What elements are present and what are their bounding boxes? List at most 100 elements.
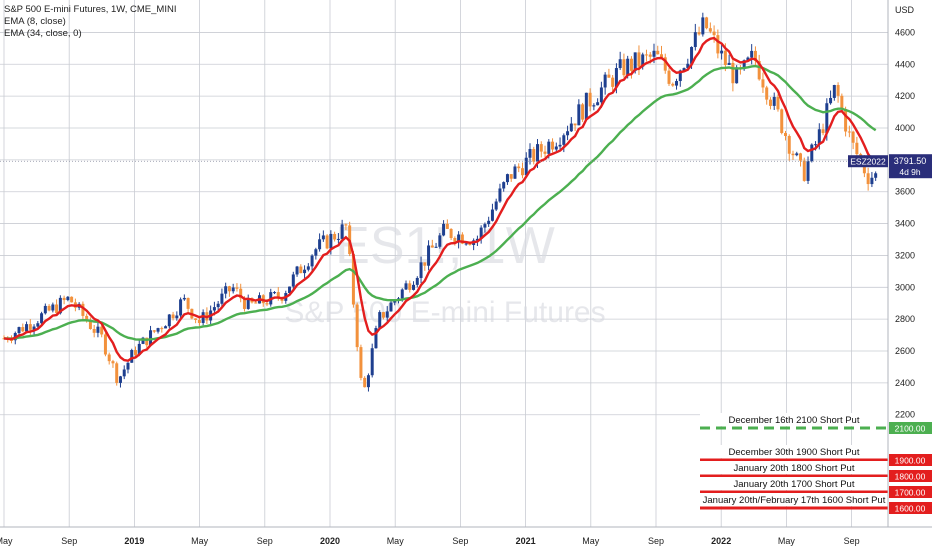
y-tick-label: 3600 [895,187,915,197]
candle-up [438,235,442,247]
candle-down [768,99,772,106]
candle-up [505,174,509,183]
candle-up [502,182,506,189]
candle-up [36,323,40,327]
candle-up [562,135,566,145]
price-tag-bg [889,154,932,179]
candle-down [227,286,231,292]
candle-up [404,283,408,290]
candle-up [310,255,314,267]
candle-down [10,339,14,341]
candle-down [791,153,795,156]
x-tick-label: Sep [257,536,273,546]
candle-up [596,102,600,106]
candle-down [115,363,119,383]
time-axis[interactable]: May Sep 2019 May Sep 2020 May Sep 2021 May Sep 2022… [0,526,932,550]
candle-down [194,318,198,320]
level-price-tag [889,454,932,466]
candle-down [573,123,577,126]
candle-up [614,68,618,87]
candle-up [336,238,340,240]
candle-down [765,87,769,100]
candle-down [712,31,716,36]
x-tick-label: Sep [452,536,468,546]
x-tick-label: 2019 [124,536,144,546]
candle-up [370,348,374,376]
candle-up [693,32,697,48]
level-label: January 20th 1700 Short Put [734,479,855,490]
candle-up [212,307,216,311]
candle-up [329,233,333,249]
candle-down [47,305,51,311]
candle-up [220,293,224,304]
candle-up [682,68,686,71]
candle-down [107,354,111,362]
candle-up [434,246,438,248]
level-label-bg [700,493,888,506]
y-tick-label: 3400 [895,219,915,229]
candle-up [870,177,874,185]
candle-up [584,92,588,120]
candle-up [457,234,461,243]
y-tick-label: 2400 [895,378,915,388]
candle-down [254,302,258,304]
short-put-levels: December 16th 2100 Short Put 2100.00 Decem… [700,413,932,514]
candle-up [400,289,404,299]
chart-legend: S&P 500 E-mini Futures, 1W, CME_MINI EMA… [4,4,176,40]
candle-up [618,59,622,69]
candle-up [772,96,776,106]
candle-down [648,54,652,57]
y-tick-label: 4400 [895,59,915,69]
ema-fast-legend: EMA (8, close) [4,16,66,27]
candle-up [419,262,423,278]
candle-up [374,328,378,349]
level-price-tag [889,422,932,434]
level-price-text: 1900.00 [895,456,926,466]
candle-up [126,362,130,370]
candle-up [164,326,168,329]
candle-up [17,327,21,334]
time-axis-background [0,527,932,550]
candle-down [753,50,757,62]
candle-up [66,296,70,301]
candle-up [167,314,171,327]
candle-down [239,288,243,299]
candle-up [599,87,603,103]
candle-up [678,70,682,82]
candle-down [607,74,611,78]
ema-slow-line [3,64,877,342]
candle-down [543,151,547,154]
candle-down [242,298,246,309]
candle-down [847,131,851,133]
candle-up [366,375,370,388]
candle-down [517,166,521,169]
candle-down [197,319,201,323]
candle-up [201,312,205,323]
candle-down [235,287,239,289]
candle-up [554,146,558,150]
candle-down [629,58,633,71]
candle-down [671,83,675,86]
candle-up [536,144,540,162]
candle-down [134,350,138,355]
candle-down [468,243,472,245]
level-price-tag [889,486,932,498]
candle-down [111,361,115,364]
candle-up [288,286,292,294]
candle-down [85,315,89,322]
ema-fast-line [3,36,877,362]
candle-up [577,104,581,126]
price-tag-value: 3791.50 [894,156,927,166]
candle-down [363,377,367,388]
candle-down [92,328,96,333]
price-tag-countdown: 4d 9h [899,167,921,177]
candle-down [276,292,280,298]
candle-down [660,54,664,58]
candle-up [487,220,491,225]
x-tick-label: Sep [648,536,664,546]
ema-slow-legend: EMA (34, close, 0) [4,28,82,39]
candle-down [821,129,825,134]
candle-up [742,60,746,70]
